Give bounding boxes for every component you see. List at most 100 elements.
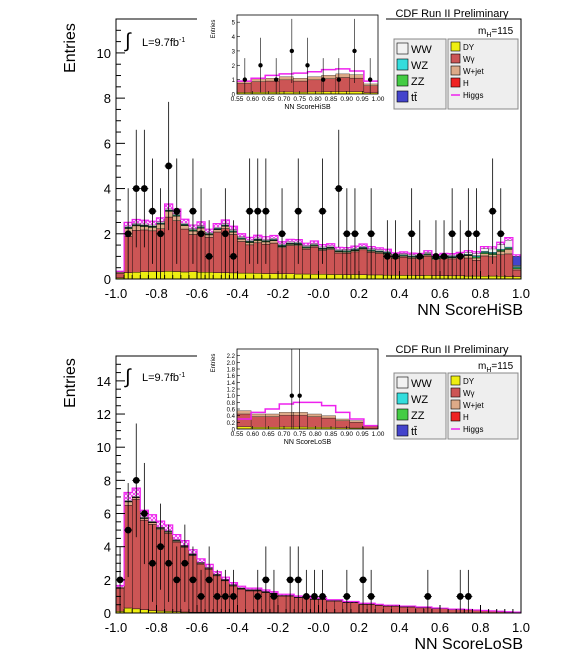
hi-sb-signal-band [504, 237, 513, 241]
lo-sb-inset-bar [293, 412, 308, 416]
lo-sb-data-point [132, 423, 141, 538]
lo-sb-panel: -1.0 -0.8 -0.6 -0.4 -0.2 -0.0 0.2 0.4 0.6 0.8 1.00… [62, 343, 530, 653]
lo-sb-legend-item: Higgs [451, 425, 483, 434]
hi-sb-inset-bar [250, 81, 266, 93]
hi-sb-bar [480, 248, 489, 252]
lo-sb-data-point [310, 569, 319, 613]
hi-sb-legend-left: WW WZ ZZ tt̄ [393, 38, 447, 110]
hi-sb-data-point [132, 129, 141, 248]
lo-sb-x-tick-label: 0.2 [350, 620, 368, 635]
hi-sb-bar [310, 243, 319, 245]
hi-sb-inset-y-tick-label: 4 [232, 35, 236, 41]
lo-sb-bar [391, 606, 400, 614]
lo-sb-data-point [359, 546, 368, 613]
lo-sb-data-point [318, 569, 327, 613]
lo-sb-inset-y-tick-label: 0 [232, 428, 236, 434]
lo-sb-inset-bar [349, 420, 365, 423]
lo-sb-bar [245, 590, 254, 613]
hi-sb-inset-x-tick-label: 0.90 [340, 96, 353, 103]
lo-sb-signal-band [278, 594, 287, 596]
lo-sb-inset-y-tick-label: 1.8 [227, 368, 236, 374]
hi-sb-data-point [496, 188, 505, 279]
lo-sb-y-tick-label: 14 [97, 374, 111, 389]
hi-sb-data-point [278, 188, 287, 279]
lo-sb-x-tick-label: -0.6 [186, 620, 208, 635]
hi-sb-data-point [188, 158, 197, 264]
hi-sb-bar [399, 275, 408, 280]
hi-sb-inset-bar [236, 83, 252, 93]
hi-sb-data-point [472, 188, 481, 279]
lo-sb-inset-x-tick-label: 0.65 [262, 431, 275, 438]
lo-sb-y-tick-label: 6 [104, 507, 111, 522]
hi-sb-data-point [148, 158, 157, 264]
hi-sb-legend-right: DY Wγ W+jet H Higgs [447, 38, 519, 110]
hi-sb-axes: -1.0 -0.8 -0.6 -0.4 -0.2 -0.0 0.2 0.4 0.6 0.8 1.00… [97, 29, 530, 301]
lo-sb-signal-band [237, 586, 246, 588]
hi-sb-signal-band [269, 235, 278, 239]
hi-sb-inset-data-point [242, 58, 248, 94]
lo-sb-inset-x-tick-label: 0.75 [293, 431, 306, 438]
hi-sb-bar [294, 273, 303, 280]
svg-text:W+jet: W+jet [463, 67, 484, 76]
hi-sb-x-tick-label: -0.6 [186, 286, 208, 301]
hi-sb-bar [269, 242, 279, 274]
hi-sb-bar [423, 255, 433, 276]
hi-sb-bar [423, 275, 433, 280]
hi-sb-inset-x-tick-label: 0.85 [325, 96, 338, 103]
hi-sb-bar [245, 272, 254, 280]
hi-sb-data-point [229, 220, 238, 279]
hi-sb-inset-bar [293, 80, 308, 93]
hi-sb-bar [148, 271, 157, 280]
hi-sb-bar [318, 274, 327, 280]
lo-sb-y-tick-label: 4 [104, 540, 111, 555]
hi-sb-data-point [367, 188, 376, 279]
hi-sb-bar [212, 231, 222, 273]
hi-sb-bar [358, 246, 368, 248]
lo-sb-inset-y-tick-label: 1.2 [227, 388, 236, 394]
hi-sb-data-point [391, 220, 400, 279]
hi-sb-title: CDF Run II Preliminary [395, 8, 509, 20]
hi-sb-data-points [124, 101, 505, 279]
hi-sb-data-point [172, 158, 181, 264]
lo-sb-data-point [188, 546, 197, 613]
lo-sb-x-tick-label: -1.0 [105, 620, 127, 635]
hi-sb-signal-band [399, 251, 408, 254]
hi-sb-bar [310, 246, 319, 275]
hi-sb-legend-item: tt̄ [396, 90, 417, 104]
lo-sb-signal-band [245, 588, 254, 590]
hi-sb-signal-band [213, 223, 222, 228]
lo-sb-bar [350, 602, 360, 613]
hi-sb-inset-data-point [305, 37, 310, 93]
hi-sb-bar [480, 255, 489, 277]
lo-sb-bar [237, 589, 246, 613]
hi-sb-signal-band [359, 243, 368, 247]
lo-sb-inset-bar [293, 415, 308, 428]
hi-sb-signal-band [326, 243, 335, 246]
lo-sb-inset-bar [250, 413, 266, 417]
hi-sb-data-point [350, 188, 359, 279]
lo-sb-legend-left: WW WZ ZZ tt̄ [393, 372, 447, 440]
lo-sb-bar [472, 610, 481, 614]
lo-sb-x-tick-label: -0.4 [226, 620, 248, 635]
hi-sb-bar [334, 249, 344, 251]
lo-sb-data-point [180, 524, 189, 602]
hi-sb-bar [285, 273, 295, 280]
lo-sb-signal-band [197, 558, 206, 563]
lo-sb-inset-bar [321, 417, 336, 428]
hi-sb-x-tick-label: -1.0 [105, 286, 127, 301]
lo-sb-inset-bar [307, 413, 322, 417]
hi-sb-signal-band [375, 247, 384, 250]
hi-sb-data-point [342, 188, 351, 279]
lo-sb-bar [439, 608, 449, 614]
hi-sb-y-tick-label: 4 [104, 182, 111, 197]
svg-text:WZ: WZ [411, 60, 428, 72]
lo-sb-x-tick-label: -0.0 [307, 620, 329, 635]
lo-sb-x-tick-label: 0.6 [431, 620, 449, 635]
lo-sb-bar [277, 595, 287, 613]
hi-sb-bar [399, 257, 408, 276]
svg-text:L=9.7fb-1: L=9.7fb-1 [142, 37, 185, 49]
lo-sb-data-point [229, 569, 238, 613]
hi-sb-data-point [415, 220, 424, 279]
hi-sb-inset-x-tick-label: 0.70 [278, 96, 291, 103]
